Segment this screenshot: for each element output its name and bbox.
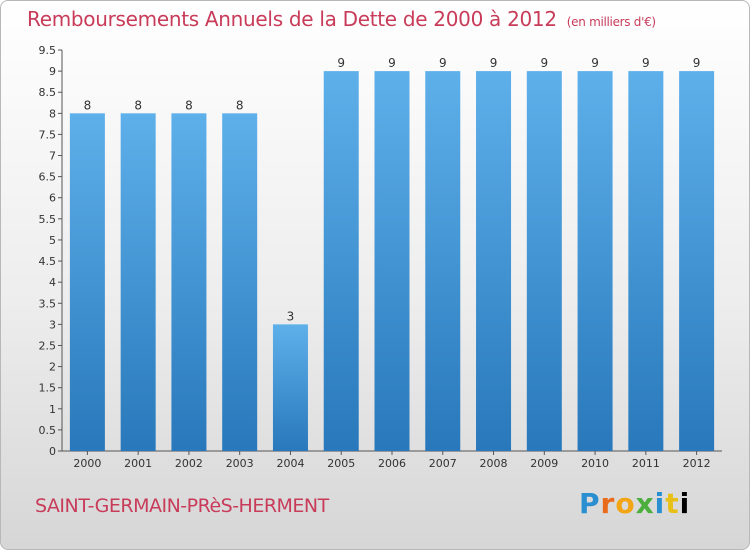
data-label: 9	[388, 56, 396, 70]
data-label: 9	[490, 56, 498, 70]
bar	[171, 113, 207, 451]
x-tick-label: 2004	[276, 457, 304, 470]
data-label: 8	[84, 98, 92, 112]
logo-letter: i	[654, 487, 666, 520]
y-tick-label: 3	[49, 318, 56, 331]
y-tick-label: 3.5	[39, 297, 57, 310]
data-label: 9	[337, 56, 345, 70]
bar	[222, 113, 258, 451]
x-tick-label: 2010	[581, 457, 609, 470]
bar	[272, 324, 308, 451]
x-tick-label: 2003	[226, 457, 254, 470]
data-label: 9	[439, 56, 447, 70]
logo-letter: r	[600, 487, 616, 520]
data-label: 3	[287, 309, 295, 323]
x-tick-label: 2000	[73, 457, 101, 470]
y-tick-label: 6.5	[39, 171, 57, 184]
y-tick-label: 8	[49, 107, 56, 120]
bar	[425, 71, 461, 452]
x-tick-label: 2009	[530, 457, 558, 470]
y-tick-label: 1	[49, 403, 56, 416]
logo-letter: t	[665, 487, 680, 520]
bar	[323, 71, 359, 452]
y-tick-label: 4.5	[39, 255, 57, 268]
y-tick-label: 9.5	[39, 44, 57, 57]
x-tick-label: 2012	[683, 457, 711, 470]
bar	[120, 113, 156, 451]
bar	[628, 71, 664, 452]
y-tick-label: 0	[49, 445, 56, 458]
bar	[69, 113, 105, 451]
logo-letter: P	[579, 487, 601, 520]
chart-title-text: Remboursements Annuels de la Dette de 20…	[27, 7, 557, 31]
x-tick-label: 2002	[175, 457, 203, 470]
bar	[526, 71, 562, 452]
y-tick-label: 2	[49, 361, 56, 374]
data-label: 9	[591, 56, 599, 70]
logo-letter: x	[635, 487, 655, 520]
y-tick-label: 7.5	[39, 128, 57, 141]
y-tick-label: 2.5	[39, 339, 57, 352]
data-label: 9	[693, 56, 701, 70]
chart-unit: (en milliers d'€)	[566, 15, 656, 29]
y-tick-label: 8.5	[39, 86, 57, 99]
bar	[679, 71, 715, 452]
x-tick-label: 2001	[124, 457, 152, 470]
logo-letter: o	[615, 487, 636, 520]
y-tick-label: 9	[49, 65, 56, 78]
proxiti-logo[interactable]: Proxiti	[579, 487, 690, 520]
data-label: 9	[642, 56, 650, 70]
y-tick-label: 5.5	[39, 213, 57, 226]
data-label: 8	[236, 98, 244, 112]
y-tick-label: 5	[49, 234, 56, 247]
y-tick-label: 7	[49, 150, 56, 163]
data-label: 8	[134, 98, 142, 112]
y-tick-label: 1.5	[39, 382, 57, 395]
x-tick-label: 2005	[327, 457, 355, 470]
logo-letter: i	[679, 487, 691, 520]
x-tick-label: 2006	[378, 457, 406, 470]
y-tick-label: 0.5	[39, 424, 57, 437]
chart-title: Remboursements Annuels de la Dette de 20…	[27, 7, 656, 31]
x-tick-label: 2011	[632, 457, 660, 470]
x-tick-label: 2007	[429, 457, 457, 470]
data-label: 8	[185, 98, 193, 112]
x-tick-label: 2008	[480, 457, 508, 470]
town-name: SAINT-GERMAIN-PRèS-HERMENT	[35, 495, 329, 517]
bar	[577, 71, 613, 452]
y-tick-label: 6	[49, 192, 56, 205]
bar	[476, 71, 512, 452]
data-label: 9	[540, 56, 548, 70]
bar	[374, 71, 410, 452]
y-tick-label: 4	[49, 276, 56, 289]
